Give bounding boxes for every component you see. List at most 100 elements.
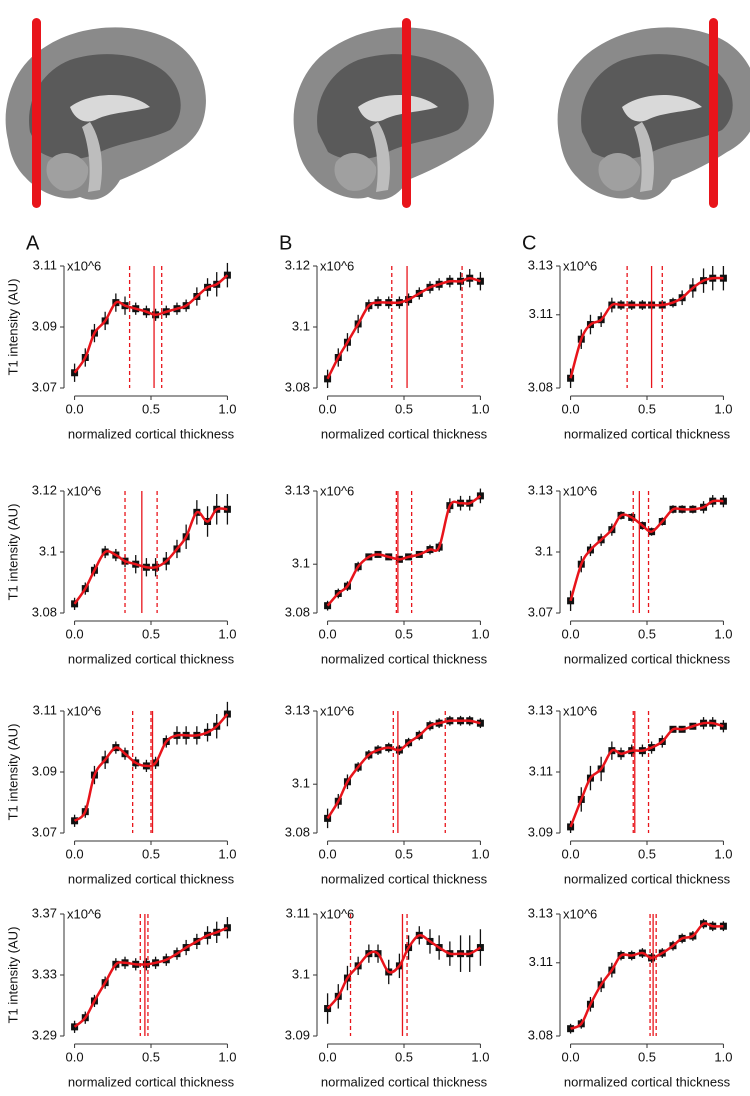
x-tick-label: 1.0 xyxy=(471,1049,489,1064)
y-tick-label: 3.13 xyxy=(285,702,310,717)
fit-curve xyxy=(73,713,229,822)
y-tick-label: 3.11 xyxy=(529,763,553,778)
multiplier: x10^6 xyxy=(67,483,101,498)
x-tick-label: 1.0 xyxy=(471,401,489,416)
x-tick-label: 0.0 xyxy=(66,626,84,641)
y-tick-label: 3.11 xyxy=(33,257,57,272)
y-tick-label: 3.08 xyxy=(285,604,310,619)
y-tick-label: 3.08 xyxy=(285,379,310,394)
x-tick-label: 0.0 xyxy=(562,1049,580,1064)
fit-curve xyxy=(73,274,229,374)
y-tick-label: 3.08 xyxy=(32,604,57,619)
y-tick-label: 3.09 xyxy=(285,1027,310,1042)
y-tick-label: 3.12 xyxy=(32,482,57,497)
x-tick-label: 0.5 xyxy=(395,401,413,416)
fit-curve xyxy=(569,276,724,379)
x-axis-label: normalized cortical thickness xyxy=(68,426,235,441)
panel-label: C xyxy=(522,232,536,254)
x-tick-label: 1.0 xyxy=(218,846,236,861)
fit-curve xyxy=(73,507,228,605)
fit-curve xyxy=(326,933,482,1010)
fit-curve xyxy=(326,494,482,607)
multiplier: x10^6 xyxy=(67,703,101,718)
multiplier: x10^6 xyxy=(67,258,101,273)
y-tick-label: 3.37 xyxy=(32,905,57,920)
fit-curve xyxy=(326,719,481,820)
y-tick-label: 3.12 xyxy=(285,257,310,272)
y-tick-label: 3.09 xyxy=(32,318,57,333)
x-tick-label: 0.0 xyxy=(562,401,580,416)
x-axis-label: normalized cortical thickness xyxy=(321,426,488,441)
x-tick-label: 1.0 xyxy=(714,1049,732,1064)
y-tick-label: 3.1 xyxy=(292,776,310,791)
multiplier: x10^6 xyxy=(320,703,354,718)
y-tick-label: 3.13 xyxy=(528,482,553,497)
x-tick-label: 0.5 xyxy=(638,1049,656,1064)
y-axis-label: T1 intensity (AU) xyxy=(5,504,20,601)
y-tick-label: 3.29 xyxy=(32,1027,57,1042)
x-axis-label: normalized cortical thickness xyxy=(68,871,235,886)
fit-curve xyxy=(569,721,724,828)
x-tick-label: 0.0 xyxy=(319,626,337,641)
x-axis-label: normalized cortical thickness xyxy=(68,1074,235,1089)
y-tick-label: 3.08 xyxy=(528,1027,553,1042)
multiplier: x10^6 xyxy=(563,483,597,498)
x-tick-label: 1.0 xyxy=(714,401,732,416)
y-tick-label: 3.13 xyxy=(528,905,553,920)
y-tick-label: 3.13 xyxy=(285,482,310,497)
x-tick-label: 0.0 xyxy=(319,401,337,416)
x-tick-label: 0.0 xyxy=(319,1049,337,1064)
panel-label: A xyxy=(26,232,40,254)
y-axis-label: T1 intensity (AU) xyxy=(5,927,20,1024)
x-tick-label: 0.0 xyxy=(319,846,337,861)
x-tick-label: 0.0 xyxy=(66,846,84,861)
y-tick-label: 3.07 xyxy=(32,379,57,394)
y-tick-label: 3.13 xyxy=(528,257,553,272)
x-tick-label: 0.5 xyxy=(395,846,413,861)
x-tick-label: 0.5 xyxy=(142,626,160,641)
y-tick-label: 3.09 xyxy=(32,763,57,778)
x-tick-label: 0.5 xyxy=(395,1049,413,1064)
y-tick-label: 3.33 xyxy=(32,966,57,981)
multiplier: x10^6 xyxy=(67,906,101,921)
x-tick-label: 0.5 xyxy=(142,846,160,861)
multiplier: x10^6 xyxy=(563,906,597,921)
y-tick-label: 3.08 xyxy=(528,379,553,394)
y-tick-label: 3.11 xyxy=(529,954,553,969)
x-tick-label: 1.0 xyxy=(471,846,489,861)
y-tick-label: 3.11 xyxy=(529,306,553,321)
fit-curve xyxy=(73,926,228,1028)
panel-label: B xyxy=(279,232,292,254)
multiplier: x10^6 xyxy=(320,483,354,498)
x-tick-label: 0.5 xyxy=(395,626,413,641)
y-tick-label: 3.07 xyxy=(528,604,553,619)
x-tick-label: 0.0 xyxy=(562,626,580,641)
multiplier: x10^6 xyxy=(563,703,597,718)
x-axis-label: normalized cortical thickness xyxy=(68,651,235,666)
y-tick-label: 3.1 xyxy=(535,543,553,558)
x-tick-label: 0.5 xyxy=(142,1049,160,1064)
y-axis-label: T1 intensity (AU) xyxy=(5,279,20,376)
x-tick-label: 1.0 xyxy=(218,401,236,416)
x-axis-label: normalized cortical thickness xyxy=(564,426,731,441)
fit-curve xyxy=(326,276,481,380)
y-tick-label: 3.11 xyxy=(286,905,310,920)
x-tick-label: 0.5 xyxy=(638,626,656,641)
y-tick-label: 3.09 xyxy=(528,824,553,839)
x-tick-label: 1.0 xyxy=(714,626,732,641)
brain-image xyxy=(293,18,494,208)
y-tick-label: 3.1 xyxy=(292,556,310,571)
y-tick-label: 3.08 xyxy=(285,824,310,839)
x-axis-label: normalized cortical thickness xyxy=(564,1074,731,1089)
x-tick-label: 1.0 xyxy=(471,626,489,641)
y-tick-label: 3.1 xyxy=(292,966,310,981)
y-tick-label: 3.13 xyxy=(528,702,553,717)
multiplier: x10^6 xyxy=(320,258,354,273)
x-tick-label: 1.0 xyxy=(218,1049,236,1064)
fit-curve xyxy=(570,922,724,1030)
x-tick-label: 0.5 xyxy=(142,401,160,416)
x-axis-label: normalized cortical thickness xyxy=(321,871,488,886)
y-tick-label: 3.11 xyxy=(33,702,57,717)
brain-image xyxy=(557,18,750,208)
